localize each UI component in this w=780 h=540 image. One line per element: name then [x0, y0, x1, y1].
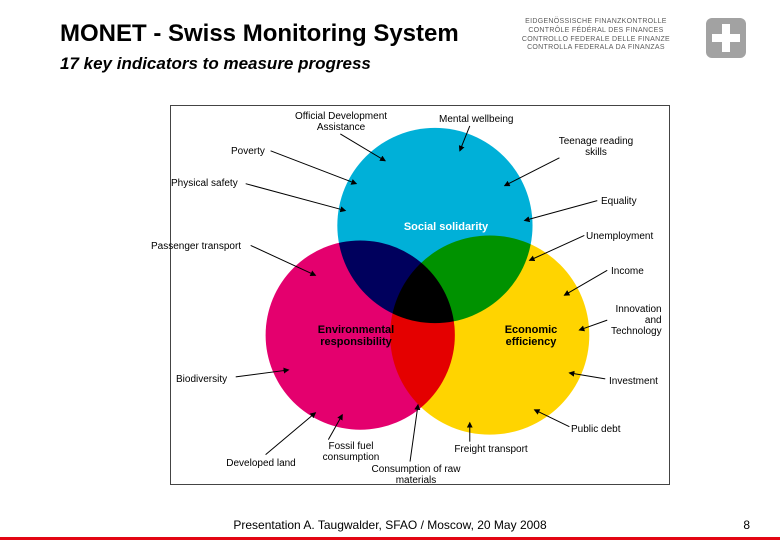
indicator-arrow	[525, 201, 598, 221]
indicator-label: Poverty	[231, 146, 265, 157]
indicator-label: Consumption of rawmaterials	[361, 464, 471, 486]
indicator-arrow	[271, 151, 357, 184]
agency-line: CONTRÔLE FÉDÉRAL DES FINANCES	[522, 27, 670, 36]
indicator-label: Unemployment	[586, 231, 653, 242]
swiss-logo-icon	[702, 14, 750, 62]
agency-names: EIDGENÖSSISCHE FINANZKONTROLLE CONTRÔLE …	[522, 18, 670, 53]
indicator-label: Mental wellbeing	[439, 114, 514, 125]
indicator-label: Equality	[601, 196, 637, 207]
indicator-label: Public debt	[571, 424, 620, 435]
indicator-arrow	[246, 184, 346, 211]
indicator-label: Investment	[609, 376, 658, 387]
agency-line: EIDGENÖSSISCHE FINANZKONTROLLE	[522, 18, 670, 27]
indicator-label: Developed land	[206, 458, 316, 469]
venn-diagram: Social solidarityEnvironmentalresponsibi…	[170, 105, 670, 485]
agency-line: CONTROLLO FEDERALE DELLE FINANZE	[522, 36, 670, 45]
indicator-label: Physical safety	[171, 178, 238, 189]
agency-line: CONTROLLA FEDERALA DA FINANZAS	[522, 44, 670, 53]
venn-circle-econ	[390, 235, 589, 434]
indicator-label: Official DevelopmentAssistance	[286, 111, 396, 133]
footer-text: Presentation A. Taugwalder, SFAO / Mosco…	[0, 518, 780, 532]
indicator-label: Biodiversity	[176, 374, 227, 385]
indicator-label: Teenage readingskills	[541, 136, 651, 158]
indicator-label: InnovationandTechnology	[611, 304, 662, 337]
indicator-label: Income	[611, 266, 644, 277]
indicator-label: Freight transport	[436, 444, 546, 455]
indicator-label: Passenger transport	[151, 241, 241, 252]
page-number: 8	[743, 518, 750, 532]
